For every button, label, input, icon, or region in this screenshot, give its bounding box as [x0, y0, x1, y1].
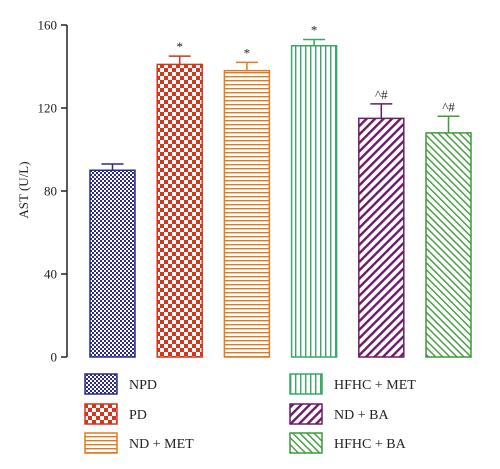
legend-label: HFHC + BA [334, 437, 407, 452]
y-axis: 0 40 80 120 160 [38, 18, 68, 365]
legend-swatch [84, 373, 118, 395]
y-tick-label: 120 [38, 101, 58, 116]
bar [223, 69, 271, 358]
legend-swatch [289, 432, 323, 454]
legend-swatch [289, 373, 323, 395]
legend-label: NPD [129, 378, 157, 393]
legend-swatch [84, 432, 118, 454]
legend-label: ND + BA [334, 408, 389, 423]
y-tick-label: 160 [38, 18, 58, 33]
bars: * * * ^# ^# [89, 23, 472, 358]
y-tick-label: 40 [44, 267, 57, 282]
bar [89, 169, 136, 358]
bar [425, 132, 472, 358]
y-tick-label: 80 [44, 184, 57, 199]
bar [290, 45, 338, 358]
significance-annotation: ^# [442, 99, 455, 114]
legend-label: PD [129, 408, 147, 423]
significance-annotation: * [311, 23, 318, 38]
y-tick-label: 0 [51, 350, 58, 365]
legend-swatch [289, 403, 323, 425]
legend-label: ND + MET [129, 437, 194, 452]
legend: NPD PD ND + MET HFHC + MET ND + BA HFHC + BA [84, 373, 416, 454]
legend-label: HFHC + MET [334, 378, 416, 393]
significance-annotation: * [244, 45, 251, 60]
significance-annotation: * [176, 39, 183, 54]
bar [156, 63, 203, 358]
legend-swatch [84, 403, 118, 425]
bar [358, 117, 405, 358]
significance-annotation: ^# [375, 87, 388, 102]
y-axis-label: AST (U/L) [16, 161, 31, 218]
